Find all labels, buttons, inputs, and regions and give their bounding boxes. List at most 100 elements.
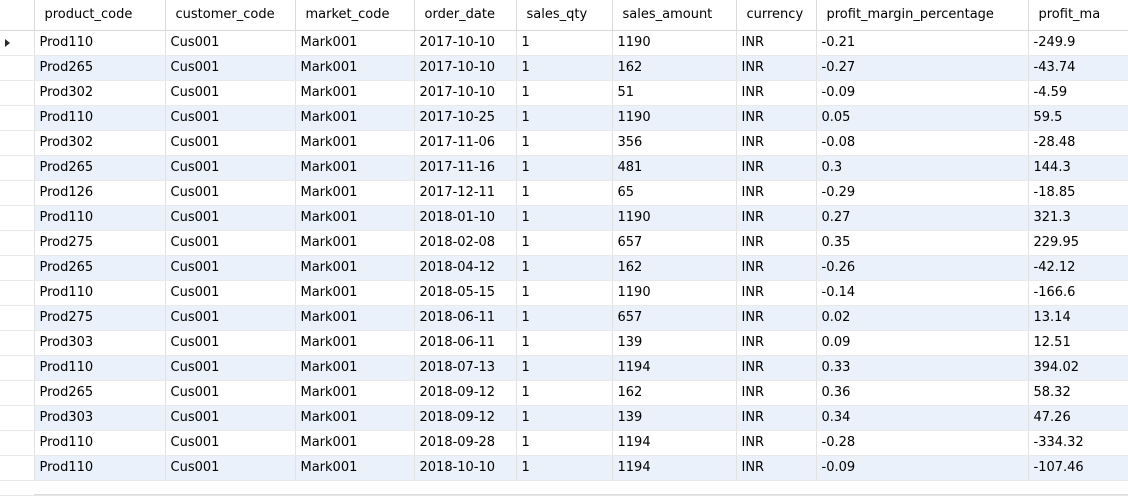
row-indicator[interactable] — [0, 330, 35, 356]
cell-sales-qty[interactable]: 1 — [516, 280, 613, 306]
cell-customer-code[interactable]: Cus001 — [165, 330, 296, 356]
cell-currency[interactable]: INR — [736, 455, 817, 481]
cell-product-code[interactable]: Prod303 — [34, 330, 166, 356]
cell-market-code[interactable]: Mark001 — [295, 280, 415, 306]
cell-product-code[interactable]: Prod265 — [34, 155, 166, 181]
cell-market-code[interactable]: Mark001 — [295, 205, 415, 231]
cell-currency[interactable]: INR — [736, 105, 817, 131]
cell-sales-qty[interactable]: 1 — [516, 205, 613, 231]
cell-sales-qty[interactable]: 1 — [516, 30, 613, 56]
cell-market-code[interactable]: Mark001 — [295, 430, 415, 456]
cell-market-code[interactable]: Mark001 — [295, 330, 415, 356]
cell-profit-margin-percentage[interactable]: 0.3 — [816, 155, 1029, 181]
cell-profit-margin-percentage[interactable]: -0.29 — [816, 180, 1029, 206]
cell-customer-code[interactable]: Cus001 — [165, 105, 296, 131]
cell-currency[interactable]: INR — [736, 255, 817, 281]
table-row[interactable]: Prod275 Cus001 Mark001 2018-06-11 1 657 INR 0.0… — [0, 305, 1128, 331]
cell-sales-amount[interactable]: 65 — [612, 180, 737, 206]
column-header-customer-code[interactable]: customer_code — [165, 0, 296, 31]
column-header-sales-qty[interactable]: sales_qty — [516, 0, 613, 31]
cell-profit-margin-percentage[interactable]: 0.27 — [816, 205, 1029, 231]
cell-order-date[interactable]: 2017-10-10 — [414, 55, 517, 81]
cell-sales-amount[interactable]: 139 — [612, 405, 737, 431]
cell-currency[interactable]: INR — [736, 80, 817, 106]
cell-sales-amount[interactable]: 657 — [612, 230, 737, 256]
cell-profit-margin[interactable]: -43.74 — [1028, 55, 1128, 81]
cell-customer-code[interactable]: Cus001 — [165, 80, 296, 106]
cell-product-code[interactable]: Prod126 — [34, 180, 166, 206]
cell-order-date[interactable]: 2018-07-13 — [414, 355, 517, 381]
cell-product-code[interactable]: Prod265 — [34, 380, 166, 406]
cell-customer-code[interactable]: Cus001 — [165, 430, 296, 456]
column-header-market-code[interactable]: market_code — [295, 0, 415, 31]
cell-profit-margin[interactable]: -334.32 — [1028, 430, 1128, 456]
cell-product-code[interactable]: Prod265 — [34, 55, 166, 81]
row-indicator[interactable] — [0, 280, 35, 306]
cell-sales-amount[interactable]: 1194 — [612, 455, 737, 481]
cell-sales-amount[interactable]: 1190 — [612, 280, 737, 306]
cell-sales-qty[interactable]: 1 — [516, 230, 613, 256]
cell-market-code[interactable]: Mark001 — [295, 355, 415, 381]
cell-product-code[interactable]: Prod110 — [34, 430, 166, 456]
cell-profit-margin-percentage[interactable]: 0.33 — [816, 355, 1029, 381]
cell-customer-code[interactable]: Cus001 — [165, 180, 296, 206]
cell-product-code[interactable]: Prod110 — [34, 355, 166, 381]
cell-currency[interactable]: INR — [736, 380, 817, 406]
cell-product-code[interactable]: Prod303 — [34, 405, 166, 431]
cell-currency[interactable]: INR — [736, 330, 817, 356]
cell-sales-amount[interactable]: 657 — [612, 305, 737, 331]
row-indicator[interactable] — [0, 30, 35, 56]
cell-sales-amount[interactable]: 162 — [612, 255, 737, 281]
cell-profit-margin-percentage[interactable]: 0.34 — [816, 405, 1029, 431]
row-indicator[interactable] — [0, 55, 35, 81]
cell-sales-amount[interactable]: 356 — [612, 130, 737, 156]
cell-profit-margin[interactable]: 321.3 — [1028, 205, 1128, 231]
cell-sales-amount[interactable]: 162 — [612, 380, 737, 406]
cell-market-code[interactable]: Mark001 — [295, 230, 415, 256]
cell-currency[interactable]: INR — [736, 205, 817, 231]
cell-profit-margin-percentage[interactable]: -0.27 — [816, 55, 1029, 81]
cell-customer-code[interactable]: Cus001 — [165, 380, 296, 406]
table-row[interactable]: Prod303 Cus001 Mark001 2018-06-11 1 139 INR 0.0… — [0, 330, 1128, 356]
cell-sales-qty[interactable]: 1 — [516, 130, 613, 156]
table-row[interactable]: Prod265 Cus001 Mark001 2017-11-16 1 481 INR 0.3… — [0, 155, 1128, 181]
table-row[interactable]: Prod110 Cus001 Mark001 2018-10-10 1 1194 INR -0… — [0, 455, 1128, 481]
cell-profit-margin[interactable]: 144.3 — [1028, 155, 1128, 181]
cell-currency[interactable]: INR — [736, 430, 817, 456]
row-indicator[interactable] — [0, 80, 35, 106]
cell-profit-margin[interactable]: 58.32 — [1028, 380, 1128, 406]
cell-product-code[interactable]: Prod110 — [34, 205, 166, 231]
cell-sales-amount[interactable]: 481 — [612, 155, 737, 181]
row-indicator[interactable] — [0, 255, 35, 281]
row-indicator[interactable] — [0, 130, 35, 156]
cell-sales-qty[interactable]: 1 — [516, 330, 613, 356]
cell-sales-qty[interactable]: 1 — [516, 105, 613, 131]
column-header-product-code[interactable]: product_code — [34, 0, 166, 31]
cell-order-date[interactable]: 2018-09-28 — [414, 430, 517, 456]
cell-profit-margin[interactable]: -107.46 — [1028, 455, 1128, 481]
cell-market-code[interactable]: Mark001 — [295, 80, 415, 106]
cell-profit-margin[interactable]: -4.59 — [1028, 80, 1128, 106]
cell-profit-margin[interactable]: -249.9 — [1028, 30, 1128, 56]
cell-profit-margin[interactable]: 47.26 — [1028, 405, 1128, 431]
cell-profit-margin-percentage[interactable]: 0.02 — [816, 305, 1029, 331]
row-indicator[interactable] — [0, 180, 35, 206]
cell-market-code[interactable]: Mark001 — [295, 255, 415, 281]
table-row[interactable]: Prod302 Cus001 Mark001 2017-11-06 1 356 INR -0.… — [0, 130, 1128, 156]
cell-market-code[interactable]: Mark001 — [295, 55, 415, 81]
cell-profit-margin-percentage[interactable]: -0.09 — [816, 455, 1029, 481]
cell-market-code[interactable]: Mark001 — [295, 405, 415, 431]
cell-profit-margin-percentage[interactable]: -0.28 — [816, 430, 1029, 456]
cell-order-date[interactable]: 2018-02-08 — [414, 230, 517, 256]
cell-profit-margin-percentage[interactable]: -0.26 — [816, 255, 1029, 281]
column-header-sales-amount[interactable]: sales_amount — [612, 0, 737, 31]
cell-order-date[interactable]: 2017-10-10 — [414, 30, 517, 56]
row-indicator[interactable] — [0, 405, 35, 431]
cell-customer-code[interactable]: Cus001 — [165, 280, 296, 306]
cell-order-date[interactable]: 2017-12-11 — [414, 180, 517, 206]
cell-profit-margin[interactable]: 12.51 — [1028, 330, 1128, 356]
cell-market-code[interactable]: Mark001 — [295, 455, 415, 481]
cell-market-code[interactable]: Mark001 — [295, 180, 415, 206]
cell-sales-qty[interactable]: 1 — [516, 405, 613, 431]
cell-sales-qty[interactable]: 1 — [516, 180, 613, 206]
